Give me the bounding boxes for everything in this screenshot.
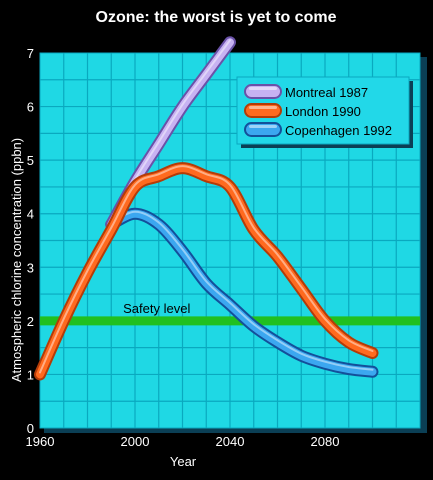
x-tick-label: 1960 xyxy=(26,434,55,449)
y-tick-label: 1 xyxy=(27,367,34,382)
y-axis-label: Atmospheric chlorine concentration (ppbn… xyxy=(9,138,24,382)
series-copenhagen-1992 xyxy=(105,207,379,378)
legend-item-montreal-1987: Montreal 1987 xyxy=(244,84,368,100)
x-axis-ticks: 1960 2000 2040 2080 xyxy=(26,434,340,449)
legend-item-london-1990: London 1990 xyxy=(244,103,361,119)
x-axis-label: Year xyxy=(170,454,197,469)
legend-item-copenhagen-1992: Copenhagen 1992 xyxy=(244,122,392,138)
legend: Montreal 1987 London 1990 Copenhagen 1992 xyxy=(236,76,413,148)
legend-label: London 1990 xyxy=(285,104,361,119)
safety-level-label: Safety level xyxy=(123,301,190,316)
legend-swatch-highlight xyxy=(249,125,277,128)
x-tick-label: 2040 xyxy=(216,434,245,449)
safety-level: Safety level xyxy=(40,301,420,326)
series-line-highlight xyxy=(110,210,374,371)
legend-swatch xyxy=(244,103,282,118)
y-tick-label: 2 xyxy=(27,314,34,329)
y-axis-ticks: 0 1 2 3 4 5 6 7 xyxy=(27,46,34,436)
x-tick-label: 2080 xyxy=(311,434,340,449)
y-tick-label: 4 xyxy=(27,207,34,222)
y-tick-label: 7 xyxy=(27,46,34,61)
y-tick-label: 5 xyxy=(27,153,34,168)
y-tick-label: 0 xyxy=(27,421,34,436)
legend-swatch xyxy=(244,122,282,137)
series-line xyxy=(36,164,377,379)
legend-swatch xyxy=(244,84,282,99)
y-tick-label: 6 xyxy=(27,100,34,115)
series-line-highlight xyxy=(39,165,374,374)
legend-label: Montreal 1987 xyxy=(285,85,368,100)
legend-swatch-highlight xyxy=(249,87,277,90)
y-tick-label: 3 xyxy=(27,260,34,275)
legend-swatch-highlight xyxy=(249,106,277,109)
x-tick-label: 2000 xyxy=(121,434,150,449)
series-layer xyxy=(34,36,379,381)
series-line xyxy=(107,209,377,376)
chart-title: Ozone: the worst is yet to come xyxy=(96,9,337,26)
legend-label: Copenhagen 1992 xyxy=(285,123,392,138)
series-london-1990 xyxy=(34,162,379,381)
